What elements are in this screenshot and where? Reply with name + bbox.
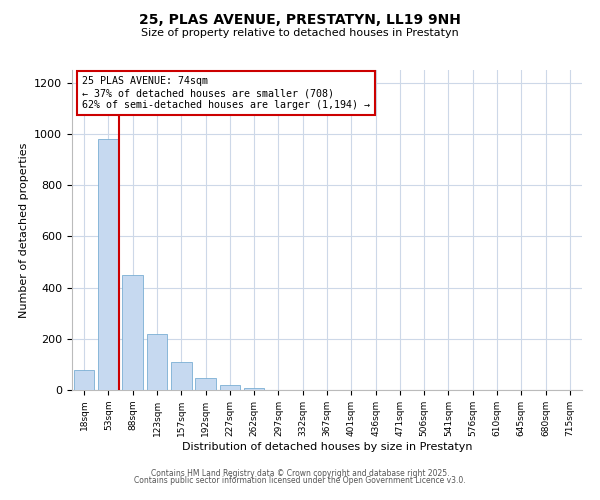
Bar <box>74 370 94 390</box>
Bar <box>171 362 191 390</box>
Bar <box>146 334 167 390</box>
Bar <box>244 388 265 390</box>
Bar <box>122 275 143 390</box>
Text: Contains HM Land Registry data © Crown copyright and database right 2025.: Contains HM Land Registry data © Crown c… <box>151 468 449 477</box>
Y-axis label: Number of detached properties: Number of detached properties <box>19 142 29 318</box>
Text: Size of property relative to detached houses in Prestatyn: Size of property relative to detached ho… <box>141 28 459 38</box>
Bar <box>195 378 216 390</box>
Bar <box>98 139 119 390</box>
Text: 25, PLAS AVENUE, PRESTATYN, LL19 9NH: 25, PLAS AVENUE, PRESTATYN, LL19 9NH <box>139 12 461 26</box>
Bar <box>220 386 240 390</box>
Text: 25 PLAS AVENUE: 74sqm
← 37% of detached houses are smaller (708)
62% of semi-det: 25 PLAS AVENUE: 74sqm ← 37% of detached … <box>82 76 370 110</box>
X-axis label: Distribution of detached houses by size in Prestatyn: Distribution of detached houses by size … <box>182 442 472 452</box>
Text: Contains public sector information licensed under the Open Government Licence v3: Contains public sector information licen… <box>134 476 466 485</box>
